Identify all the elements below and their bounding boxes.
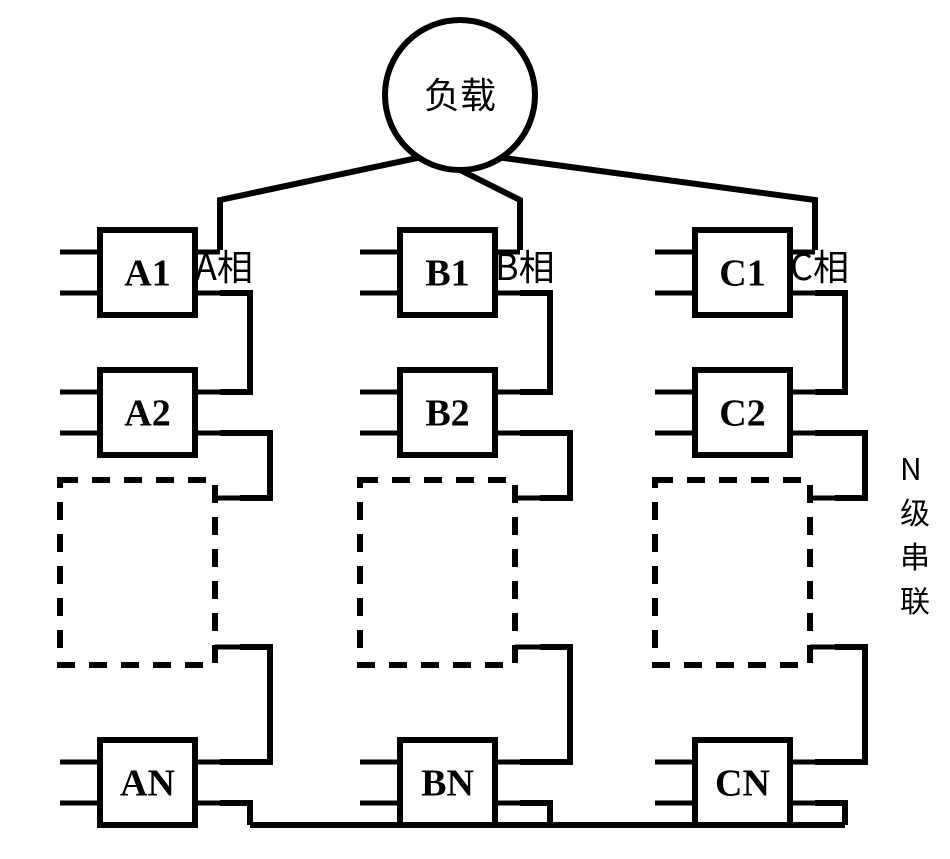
conn-B-2-dash <box>520 433 570 498</box>
unit-B2-label: B2 <box>425 393 469 435</box>
unit-BN-label: BN <box>421 763 474 805</box>
unit-A1-label: A1 <box>124 253 170 295</box>
series-label-char-3: 联 <box>900 577 930 621</box>
series-label-char-1: 级 <box>900 489 930 533</box>
conn-B-dash-N <box>520 647 570 762</box>
conn-C-1-2 <box>815 293 845 392</box>
unit-B1-label: B1 <box>425 253 469 295</box>
lead-line-C <box>501 158 815 250</box>
conn-A-2-dash <box>220 433 270 498</box>
unit-A2-label: A2 <box>124 393 170 435</box>
drop-A <box>220 803 250 825</box>
lead-line-B <box>460 170 520 250</box>
dashed-box-C <box>655 480 810 665</box>
load-label: 负载 <box>424 67 496 119</box>
phase-label-A: A相 <box>195 239 253 291</box>
conn-C-2-dash <box>815 433 865 498</box>
conn-A-1-2 <box>220 293 250 392</box>
series-label-char-0: N <box>900 445 922 489</box>
unit-AN-label: AN <box>120 763 175 805</box>
phase-label-B: B相 <box>495 239 555 291</box>
unit-CN-label: CN <box>715 763 770 805</box>
unit-C1-label: C1 <box>719 253 765 295</box>
drop-C <box>815 803 845 825</box>
conn-C-dash-N <box>815 647 865 762</box>
unit-C2-label: C2 <box>719 393 765 435</box>
drop-B <box>520 803 550 825</box>
conn-A-dash-N <box>220 647 270 762</box>
series-label-char-2: 串 <box>900 533 930 577</box>
conn-B-1-2 <box>520 293 550 392</box>
dashed-box-B <box>360 480 515 665</box>
dashed-box-A <box>60 480 215 665</box>
phase-label-C: C相 <box>790 239 849 291</box>
lead-line-A <box>220 158 419 250</box>
